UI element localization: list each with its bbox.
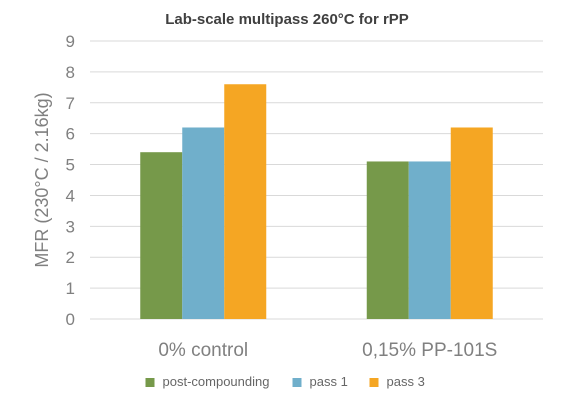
y-axis-label: MFR (230°C / 2.16kg) [32,92,52,267]
legend: post-compounding pass 1 pass 3 [145,374,425,389]
category-labels: 0% control 0,15% PP-101S [158,340,497,361]
chart-title: Lab-scale multipass 260°C for rPP [165,11,409,28]
y-tick-label: 3 [66,217,75,236]
category-label: 0,15% PP-101S [362,340,497,361]
y-tick-label: 1 [66,279,75,298]
y-tick-label: 6 [66,125,75,144]
legend-item-3: pass 3 [369,374,425,389]
y-tick-label: 9 [66,32,75,51]
y-tick-label: 7 [66,94,75,113]
y-tick-label: 4 [66,186,75,205]
legend-swatch [292,378,302,387]
y-tick-label: 2 [66,248,75,267]
y-tick-label: 5 [66,156,75,175]
y-axis-ticks: 0 1 2 3 4 5 6 7 8 9 [66,32,75,329]
legend-label: pass 3 [387,374,425,389]
category-label: 0% control [158,340,248,361]
bar-2-2 [408,161,451,319]
bar-2-1 [182,127,225,319]
legend-swatch [145,378,155,387]
bar-3-2 [450,127,493,319]
y-tick-label: 0 [66,310,75,329]
bar-1-2 [366,161,409,319]
y-tick-label: 8 [66,63,75,82]
legend-item-2: pass 1 [292,374,348,389]
bars [140,84,493,319]
bar-1-1 [140,152,183,319]
legend-item-1: post-compounding [145,374,270,389]
bar-3-1 [224,84,267,319]
legend-label: pass 1 [310,374,348,389]
legend-label: post-compounding [163,374,270,389]
legend-swatch [369,378,379,387]
